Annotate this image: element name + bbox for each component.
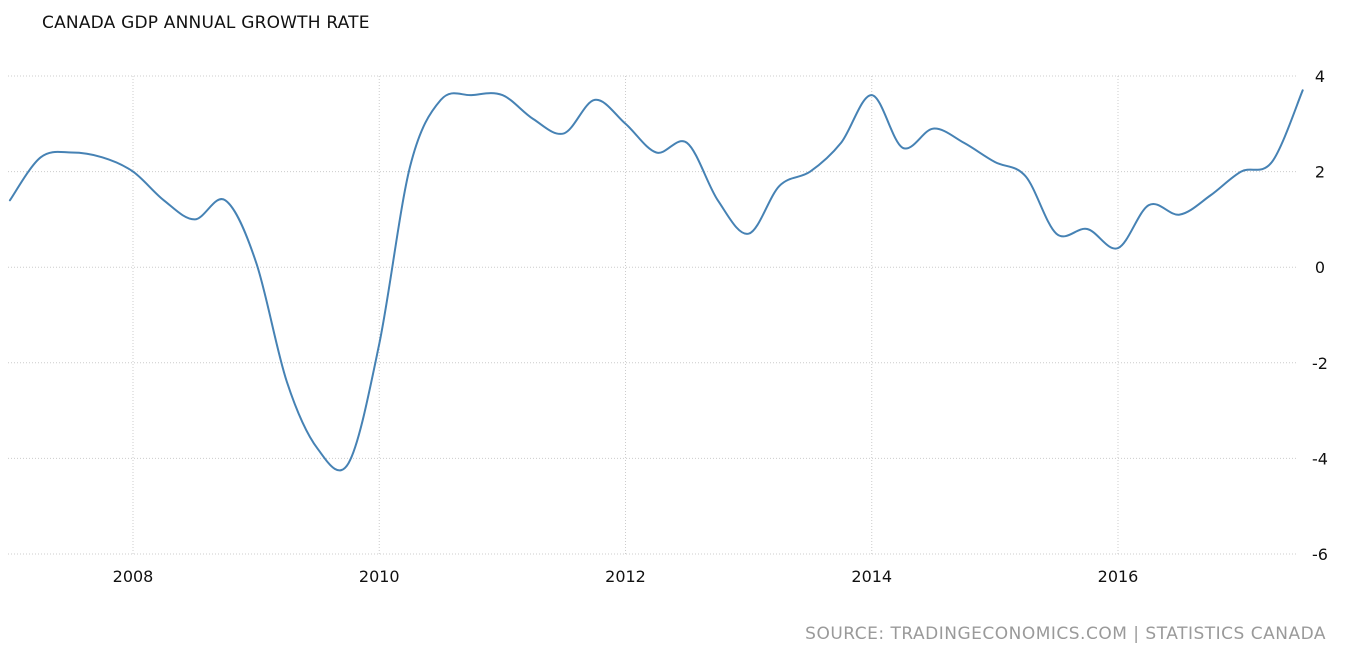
- x-tick-label: 2010: [359, 567, 400, 586]
- x-tick-label: 2016: [1098, 567, 1139, 586]
- chart-source: SOURCE: TRADINGECONOMICS.COM | STATISTIC…: [805, 624, 1326, 644]
- chart-title: CANADA GDP ANNUAL GROWTH RATE: [42, 13, 370, 33]
- series-layer: [8, 89, 1304, 472]
- y-tick-label: 2: [1315, 163, 1325, 182]
- y-tick-label: -4: [1312, 449, 1328, 468]
- grid-lines: [8, 75, 1298, 555]
- x-tick-label: 2012: [605, 567, 646, 586]
- series-line: [8, 89, 1304, 472]
- x-tick-label: 2014: [851, 567, 892, 586]
- y-tick-label: 0: [1315, 258, 1325, 277]
- y-tick-label: -2: [1312, 354, 1328, 373]
- y-tick-label: 4: [1315, 67, 1325, 86]
- y-tick-label: -6: [1312, 545, 1328, 564]
- tick-labels: 4 2 0 -2 -4 -6 2008 2010 2012 2014 2016: [113, 67, 1328, 586]
- x-tick-label: 2008: [113, 567, 154, 586]
